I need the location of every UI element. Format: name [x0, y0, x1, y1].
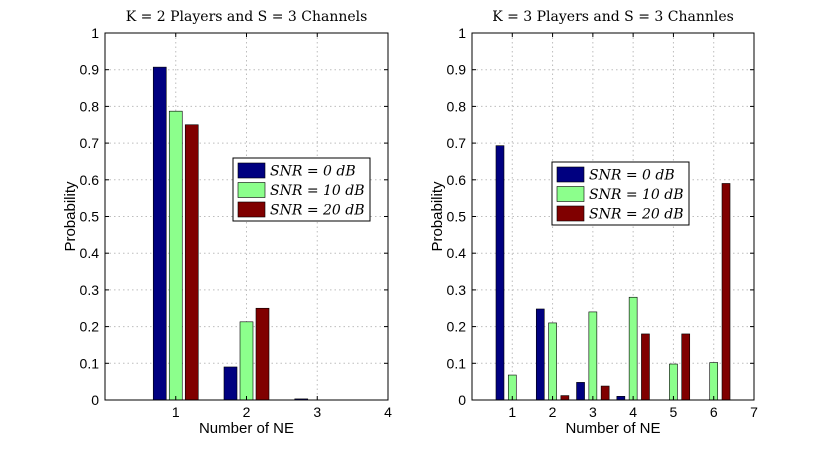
- x-tick-label: 3: [589, 404, 597, 420]
- y-tick-label: 0.3: [447, 282, 467, 298]
- y-axis-label: Probability: [429, 181, 446, 252]
- x-tick-label: 6: [710, 404, 718, 420]
- legend-swatch-10db: [237, 182, 266, 198]
- legend-swatch-0db: [237, 162, 266, 179]
- bar-0db-ne-2: [535, 308, 545, 401]
- bar-0db-ne-4: [616, 396, 626, 401]
- y-tick-label: 0.1: [80, 355, 100, 371]
- y-tick-label: 0.5: [447, 209, 467, 225]
- bar-10db-ne-2: [239, 321, 254, 401]
- x-tick-label: 7: [750, 404, 758, 420]
- x-tick-label: 1: [508, 404, 516, 420]
- chart-title: K = 2 Players and S = 3 Channels: [126, 9, 368, 25]
- x-tick-label: 5: [670, 404, 678, 420]
- y-tick-label: 0.1: [447, 355, 467, 371]
- y-tick-label: 0.8: [447, 98, 467, 114]
- bar-0db-ne-1: [152, 66, 167, 401]
- y-tick-label: 1: [91, 25, 99, 41]
- y-axis-label: Probability: [62, 181, 79, 252]
- legend-label-10db: SNR = 10 dB: [270, 183, 365, 199]
- y-tick-label: 0.9: [80, 62, 100, 78]
- x-tick-label: 3: [313, 404, 321, 420]
- y-tick-label: 0: [458, 392, 466, 408]
- bar-0db-ne-2: [223, 366, 238, 401]
- y-tick-label: 0: [91, 392, 99, 408]
- y-tick-label: 0.7: [447, 135, 467, 151]
- bar-20db-ne-6: [721, 183, 731, 401]
- bar-20db-ne-5: [681, 333, 691, 401]
- bar-20db-ne-4: [641, 333, 650, 401]
- bar-0db-ne-3: [576, 382, 585, 401]
- bar-20db-ne-1: [184, 124, 199, 401]
- y-tick-label: 0.7: [80, 135, 100, 151]
- y-tick-label: 1: [458, 25, 466, 41]
- bar-10db-ne-4: [628, 296, 638, 401]
- y-tick-label: 0.4: [447, 245, 467, 261]
- bar-0db-ne-1: [495, 145, 505, 401]
- y-tick-label: 0.6: [447, 172, 467, 188]
- x-tick-label: 1: [172, 404, 180, 420]
- legend-swatch-20db: [556, 205, 585, 222]
- y-tick-label: 0.3: [80, 282, 100, 298]
- legend-swatch-10db: [556, 186, 585, 202]
- x-axis-label: Number of NE: [565, 420, 660, 437]
- legend-label-10db: SNR = 10 dB: [589, 187, 684, 203]
- chart-panel-2: 0 0.1 0.2 0.3 0.4 0.5 0.6 0.7 0.8 0.9 1 1 2 3 4 5 6 7 Numb…: [429, 9, 758, 437]
- y-tick-label: 0.6: [80, 172, 100, 188]
- legend-label-20db: SNR = 20 dB: [270, 203, 365, 219]
- legend-label-20db: SNR = 20 dB: [589, 207, 684, 223]
- legend-label-0db: SNR = 0 dB: [589, 168, 675, 184]
- bar-20db-ne-2: [255, 307, 270, 401]
- chart-title: K = 3 Players and S = 3 Channles: [492, 9, 734, 25]
- bar-10db-ne-2: [548, 322, 557, 401]
- bar-20db-ne-3: [600, 385, 610, 401]
- bar-10db-ne-1: [168, 110, 183, 401]
- legend: SNR = 0 dB SNR = 10 dB SNR = 20 dB: [232, 157, 371, 222]
- x-tick-label: 2: [243, 404, 251, 420]
- y-tick-label: 0.9: [447, 62, 467, 78]
- x-tick-label: 2: [549, 404, 557, 420]
- bar-10db-ne-5: [669, 363, 678, 401]
- y-tick-label: 0.4: [80, 245, 100, 261]
- legend-label-0db: SNR = 0 dB: [270, 164, 356, 180]
- bar-10db-ne-6: [709, 362, 719, 401]
- x-tick-label: 4: [629, 404, 637, 420]
- legend-swatch-0db: [556, 166, 585, 183]
- y-tick-label: 0.5: [80, 209, 100, 225]
- bar-20db-ne-2: [560, 395, 570, 401]
- x-axis-label: Number of NE: [199, 420, 294, 437]
- chart-panel-1: 0 0.1 0.2 0.3 0.4 0.5 0.6 0.7 0.8 0.9 1 1 2 3 4 Number …: [62, 9, 392, 437]
- legend: SNR = 0 dB SNR = 10 dB SNR = 20 dB: [551, 161, 690, 226]
- y-tick-label: 0.2: [80, 319, 100, 335]
- x-tick-label: 4: [384, 404, 392, 420]
- bar-10db-ne-3: [588, 311, 598, 401]
- y-tick-label: 0.2: [447, 319, 467, 335]
- y-tick-label: 0.8: [80, 98, 100, 114]
- legend-swatch-20db: [237, 201, 266, 218]
